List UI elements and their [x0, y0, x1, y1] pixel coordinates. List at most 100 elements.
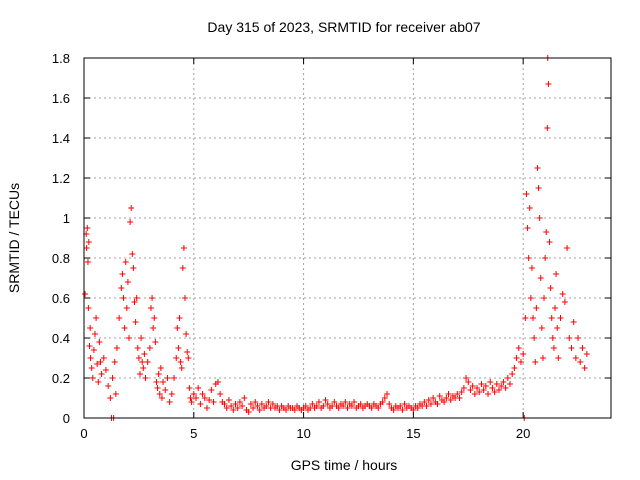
data-point [175, 345, 182, 351]
data-point [465, 379, 472, 385]
data-point [208, 387, 215, 393]
data-point [474, 385, 481, 391]
data-point [119, 271, 126, 277]
data-point [147, 305, 154, 311]
data-point [176, 315, 183, 321]
grid-lines [84, 58, 611, 418]
data-point [171, 375, 178, 381]
data-point [493, 381, 500, 387]
data-point [485, 391, 492, 397]
data-point [454, 391, 461, 397]
data-point [545, 81, 552, 87]
data-point [94, 361, 101, 367]
data-point [421, 399, 428, 405]
data-point [579, 345, 586, 351]
data-point [581, 365, 588, 371]
data-point [179, 265, 186, 271]
data-point [414, 405, 421, 411]
plot-frame [83, 57, 612, 419]
data-point [456, 395, 463, 401]
data-point [531, 335, 538, 341]
data-point [463, 375, 470, 381]
x-axis-label: GPS time / hours [291, 457, 398, 473]
data-point [549, 335, 556, 341]
data-point [87, 355, 94, 361]
data-point [210, 399, 217, 405]
data-point [116, 315, 123, 321]
y-tick-label: 1.8 [52, 51, 70, 66]
y-tick-label: 0.2 [52, 371, 70, 386]
data-point [98, 371, 105, 377]
data-point [245, 409, 252, 415]
data-point [195, 385, 202, 391]
data-point [447, 397, 454, 403]
data-point [530, 315, 537, 321]
data-point [188, 399, 195, 405]
data-point [544, 125, 551, 131]
data-point [291, 407, 298, 413]
data-point [547, 285, 554, 291]
data-point [489, 385, 496, 391]
data-point [241, 395, 248, 401]
data-point [129, 251, 136, 257]
data-point [390, 407, 397, 413]
data-point [532, 359, 539, 365]
data-point [97, 359, 104, 365]
data-point [100, 355, 107, 361]
data-point [515, 345, 522, 351]
data-point [342, 399, 349, 405]
data-point [498, 383, 505, 389]
data-point [225, 397, 232, 403]
data-point [228, 403, 235, 409]
data-point [162, 387, 169, 393]
data-point [133, 295, 140, 301]
data-point [469, 383, 476, 389]
data-point [541, 295, 548, 301]
data-point [331, 399, 338, 405]
data-point [381, 395, 388, 401]
x-tick-label: 15 [406, 426, 420, 441]
data-point [460, 385, 467, 391]
data-point [575, 335, 582, 341]
data-point [236, 399, 243, 405]
data-point [525, 255, 532, 261]
data-point [85, 239, 92, 245]
data-point [183, 331, 190, 337]
data-point [192, 395, 199, 401]
x-tick-label: 5 [190, 426, 197, 441]
data-point [526, 205, 533, 211]
data-point [102, 367, 109, 373]
data-point [520, 351, 527, 357]
data-point [223, 405, 230, 411]
data-point [93, 315, 100, 321]
data-point [86, 343, 93, 349]
data-point [239, 403, 246, 409]
data-point [401, 401, 408, 407]
data-point [496, 387, 503, 393]
data-point [324, 401, 331, 407]
data-point [178, 365, 185, 371]
data-point [471, 391, 478, 397]
y-tick-label: 1 [63, 211, 70, 226]
data-point [124, 279, 131, 285]
data-point [348, 403, 355, 409]
data-point [84, 225, 91, 231]
data-point [120, 295, 127, 301]
x-tick-label: 0 [80, 426, 87, 441]
data-point [232, 401, 239, 407]
data-point [535, 185, 542, 191]
data-point [552, 305, 559, 311]
data-point [82, 291, 89, 297]
data-point [190, 391, 197, 397]
data-point [221, 401, 228, 407]
data-point [122, 259, 129, 265]
data-point [160, 379, 167, 385]
data-point [128, 205, 135, 211]
x-tick-label: 20 [516, 426, 530, 441]
y-tick-label: 0.4 [52, 331, 70, 346]
data-point [199, 391, 206, 397]
data-point [132, 319, 139, 325]
data-point [111, 359, 118, 365]
data-point [517, 359, 524, 365]
